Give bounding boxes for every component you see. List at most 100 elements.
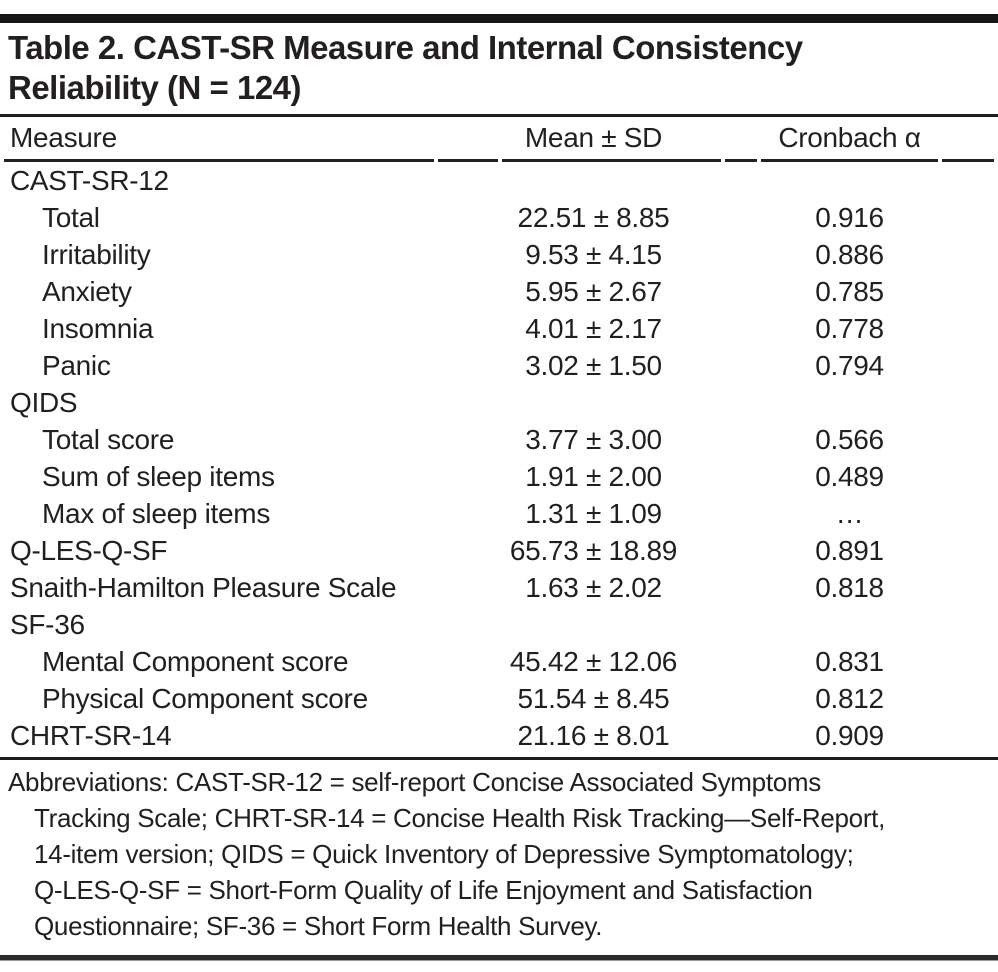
header-spacer	[438, 117, 498, 162]
table-row: Insomnia 4.01 ± 2.17 0.778	[4, 310, 994, 347]
spacer-cell	[942, 643, 994, 680]
spacer-cell	[725, 569, 757, 606]
cronbach-alpha-cell: 0.818	[815, 572, 884, 603]
spacer-cell	[438, 606, 498, 643]
footnote-line: Questionnaire; SF-36 = Short Form Health…	[34, 911, 603, 941]
spacer-cell	[725, 347, 757, 384]
measure-cell: CAST-SR-12	[10, 165, 169, 196]
mean-sd-cell: 22.51 ± 8.85	[517, 202, 670, 233]
spacer-cell	[438, 384, 498, 421]
cronbach-alpha-cell: 0.886	[815, 239, 884, 270]
measure-cell: Irritability	[42, 239, 151, 270]
mean-sd-cell: 3.02 ± 1.50	[525, 350, 662, 381]
measure-cell: Total score	[42, 424, 175, 455]
measure-cell: SF-36	[10, 609, 85, 640]
table-row: CHRT-SR-14 21.16 ± 8.01 0.909	[4, 717, 994, 754]
footnote-line: Abbreviations: CAST-SR-12 = self-report …	[8, 767, 821, 797]
mean-sd-cell: 65.73 ± 18.89	[509, 535, 678, 566]
cronbach-alpha-cell: 0.566	[815, 424, 884, 455]
mean-sd-cell	[502, 606, 721, 643]
footnote-line: Tracking Scale; CHRT-SR-14 = Concise Hea…	[34, 803, 886, 833]
table-row: Snaith-Hamilton Pleasure Scale 1.63 ± 2.…	[4, 569, 994, 606]
spacer-cell	[725, 199, 757, 236]
cronbach-alpha-cell: 0.909	[815, 720, 884, 751]
measure-cell: Anxiety	[42, 276, 132, 307]
spacer-cell	[942, 273, 994, 310]
cronbach-alpha-cell: 0.785	[815, 276, 884, 307]
spacer-cell	[725, 495, 757, 532]
table-row: CAST-SR-12	[4, 162, 994, 199]
header-row: Measure Mean ± SD Cronbach α	[4, 117, 994, 162]
table-body: CAST-SR-12 Total 22.51 ± 8.85 0.916 Irri…	[4, 162, 994, 754]
spacer-cell	[438, 495, 498, 532]
spacer-cell	[942, 680, 994, 717]
spacer-cell	[725, 458, 757, 495]
spacer-cell	[725, 421, 757, 458]
table-row: QIDS	[4, 384, 994, 421]
spacer-cell	[725, 643, 757, 680]
spacer-cell	[725, 273, 757, 310]
spacer-cell	[942, 458, 994, 495]
mean-sd-cell	[502, 162, 721, 199]
table-row: SF-36	[4, 606, 994, 643]
cronbach-alpha-cell	[761, 606, 938, 643]
spacer-cell	[942, 717, 994, 754]
spacer-cell	[438, 532, 498, 569]
spacer-cell	[942, 236, 994, 273]
spacer-cell	[438, 273, 498, 310]
spacer-cell	[942, 199, 994, 236]
column-header-cronbach-alpha: Cronbach α	[761, 117, 938, 162]
measure-cell: Total	[42, 202, 100, 233]
footnote-line: 14-item version; QIDS = Quick Inventory …	[34, 839, 854, 869]
mean-sd-cell: 1.31 ± 1.09	[525, 498, 662, 529]
measure-cell: Sum of sleep items	[42, 461, 275, 492]
table-title-line-1: Table 2. CAST-SR Measure and Internal Co…	[8, 29, 803, 66]
spacer-cell	[438, 569, 498, 606]
measure-cell: Q-LES-Q-SF	[10, 535, 168, 566]
spacer-cell	[438, 310, 498, 347]
spacer-cell	[942, 310, 994, 347]
spacer-cell	[942, 384, 994, 421]
spacer-cell	[942, 532, 994, 569]
cronbach-alpha-cell: 0.891	[815, 535, 884, 566]
spacer-cell	[438, 717, 498, 754]
spacer-cell	[438, 162, 498, 199]
spacer-cell	[725, 310, 757, 347]
spacer-cell	[942, 606, 994, 643]
table-row: Irritability 9.53 ± 4.15 0.886	[4, 236, 994, 273]
spacer-cell	[725, 384, 757, 421]
table-row: Max of sleep items 1.31 ± 1.09 …	[4, 495, 994, 532]
cronbach-alpha-cell: 0.831	[815, 646, 884, 677]
spacer-cell	[942, 421, 994, 458]
table-row: Mental Component score 45.42 ± 12.06 0.8…	[4, 643, 994, 680]
mean-sd-cell: 45.42 ± 12.06	[509, 646, 678, 677]
column-header-measure: Measure	[4, 117, 434, 162]
table-row: Panic 3.02 ± 1.50 0.794	[4, 347, 994, 384]
spacer-cell	[438, 421, 498, 458]
spacer-cell	[725, 680, 757, 717]
header-spacer	[725, 117, 757, 162]
spacer-cell	[942, 569, 994, 606]
table-row: Total 22.51 ± 8.85 0.916	[4, 199, 994, 236]
header-top-rule	[0, 114, 998, 117]
cronbach-alpha-cell: 0.489	[815, 461, 884, 492]
mean-sd-cell: 1.63 ± 2.02	[525, 572, 662, 603]
measure-cell: Max of sleep items	[42, 498, 271, 529]
abbreviations-footnote: Abbreviations: CAST-SR-12 = self-report …	[8, 764, 990, 944]
table-title-line-2: Reliability (N = 124)	[8, 69, 302, 106]
cronbach-alpha-cell: 0.812	[815, 683, 884, 714]
measure-cell: CHRT-SR-14	[10, 720, 172, 751]
table-row: Sum of sleep items 1.91 ± 2.00 0.489	[4, 458, 994, 495]
table-title: Table 2. CAST-SR Measure and Internal Co…	[8, 28, 990, 108]
bottom-rule	[0, 955, 998, 961]
measure-cell: QIDS	[10, 387, 78, 418]
measure-cell: Snaith-Hamilton Pleasure Scale	[10, 572, 397, 603]
mean-sd-cell: 5.95 ± 2.67	[525, 276, 662, 307]
spacer-cell	[942, 495, 994, 532]
cronbach-alpha-cell	[761, 162, 938, 199]
measure-cell: Physical Component score	[42, 683, 368, 714]
spacer-cell	[438, 680, 498, 717]
table-row: Total score 3.77 ± 3.00 0.566	[4, 421, 994, 458]
table-row: Anxiety 5.95 ± 2.67 0.785	[4, 273, 994, 310]
